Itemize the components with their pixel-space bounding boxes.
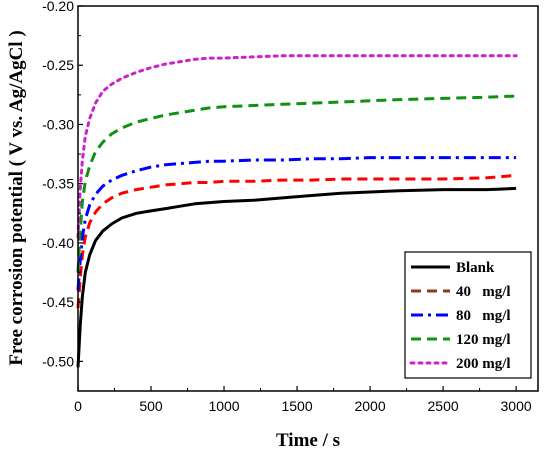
plot-frame bbox=[77, 5, 539, 392]
series-line-3 bbox=[76, 156, 517, 291]
plot-series bbox=[76, 54, 518, 368]
x-axis-title: Time / s bbox=[276, 430, 340, 451]
series-line-1 bbox=[76, 186, 517, 368]
legend: Blank 40 mg/l 80 mg/l 120 mg/l 200 mg/l bbox=[404, 251, 532, 379]
x-tick-label: 2000 bbox=[354, 398, 385, 414]
y-tick-label: -0.30 bbox=[42, 116, 74, 132]
legend-label: Blank bbox=[456, 260, 495, 276]
legend-items: Blank 40 mg/l 80 mg/l 120 mg/l 200 mg/l bbox=[409, 260, 511, 372]
x-tick-label: 1500 bbox=[281, 398, 312, 414]
series-line-4 bbox=[76, 94, 517, 273]
x-tick-label: 1000 bbox=[208, 398, 239, 414]
x-tick-label: 0 bbox=[74, 398, 82, 414]
y-axis-title: Free corrosion potential ( V vs. Ag/AgCl… bbox=[6, 30, 27, 365]
series-line-2 bbox=[76, 173, 517, 309]
x-tick-label: 500 bbox=[139, 398, 163, 414]
y-tick-label: -0.50 bbox=[42, 353, 74, 369]
legend-box bbox=[404, 251, 532, 379]
y-tick-label: -0.45 bbox=[42, 294, 74, 310]
x-tick-label: 2500 bbox=[428, 398, 459, 414]
y-tick-label: -0.40 bbox=[42, 235, 74, 251]
legend-label: 80 mg/l bbox=[456, 308, 511, 324]
y-axis: -0.50 -0.45 -0.40 -0.35 -0.30 -0.25 -0.20 bbox=[42, 0, 83, 369]
x-axis: 0 500 1000 1500 2000 2500 3000 bbox=[74, 386, 532, 414]
legend-label: 200 mg/l bbox=[456, 356, 511, 372]
legend-label: 40 mg/l bbox=[456, 284, 511, 300]
legend-label: 120 mg/l bbox=[456, 332, 511, 348]
series-line-5 bbox=[76, 54, 518, 239]
y-tick-label: -0.20 bbox=[42, 0, 74, 14]
y-tick-label: -0.35 bbox=[42, 176, 74, 192]
x-tick-label: 3000 bbox=[501, 398, 532, 414]
y-tick-label: -0.25 bbox=[42, 57, 74, 73]
